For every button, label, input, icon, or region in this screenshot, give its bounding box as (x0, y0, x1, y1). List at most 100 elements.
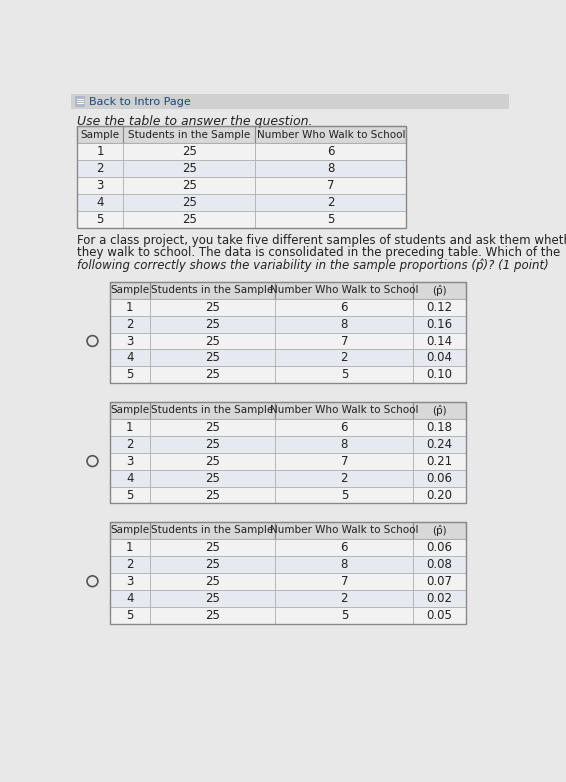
Text: 2: 2 (126, 558, 134, 571)
Text: 0.18: 0.18 (427, 421, 453, 434)
Text: 8: 8 (341, 438, 348, 450)
Text: 25: 25 (205, 351, 220, 364)
Bar (275, 350, 413, 367)
Text: 5: 5 (327, 213, 335, 226)
Bar (150, 453, 275, 470)
Bar (275, 299, 413, 316)
Bar (75, 96, 85, 107)
Bar (123, 143, 255, 160)
Bar (275, 367, 413, 383)
Text: 2: 2 (327, 196, 335, 209)
Text: 0.05: 0.05 (427, 608, 453, 622)
Bar (275, 470, 413, 486)
Text: 0.08: 0.08 (427, 558, 453, 571)
Text: 1: 1 (126, 421, 134, 434)
Bar (275, 486, 413, 504)
Bar (150, 470, 275, 486)
Text: 25: 25 (205, 421, 220, 434)
Text: Back to Intro Page: Back to Intro Page (89, 96, 191, 106)
Text: 4: 4 (96, 196, 104, 209)
Bar (77, 177, 123, 194)
Bar (150, 522, 275, 539)
Bar (150, 539, 275, 556)
Bar (413, 486, 466, 504)
Text: 0.06: 0.06 (427, 472, 453, 485)
Text: 2: 2 (126, 438, 134, 450)
Bar (413, 367, 466, 383)
Text: 2: 2 (96, 162, 104, 175)
Text: 3: 3 (126, 335, 134, 347)
Bar (413, 299, 466, 316)
Bar (150, 332, 275, 350)
Text: 25: 25 (205, 575, 220, 588)
Text: 2: 2 (341, 472, 348, 485)
Bar (275, 522, 413, 539)
Text: 25: 25 (182, 196, 197, 209)
Bar (413, 402, 466, 419)
Bar (275, 590, 413, 607)
Bar (123, 194, 255, 211)
Bar (109, 332, 150, 350)
Text: Students in the Sample: Students in the Sample (152, 285, 274, 295)
Text: Students in the Sample: Students in the Sample (128, 130, 250, 140)
Bar (275, 572, 413, 590)
Bar (413, 436, 466, 453)
Text: 25: 25 (205, 608, 220, 622)
Text: 0.06: 0.06 (427, 541, 453, 554)
Text: 2: 2 (126, 317, 134, 331)
Bar (150, 316, 275, 332)
Text: 25: 25 (205, 438, 220, 450)
Text: 1: 1 (126, 541, 134, 554)
Text: 0.24: 0.24 (427, 438, 453, 450)
Bar (150, 367, 275, 383)
Text: 1: 1 (96, 145, 104, 158)
Text: 8: 8 (341, 558, 348, 571)
Text: 4: 4 (126, 351, 134, 364)
Bar (150, 350, 275, 367)
Text: 6: 6 (341, 421, 348, 434)
Text: Sample: Sample (80, 130, 120, 140)
Text: Sample: Sample (110, 285, 149, 295)
Text: 3: 3 (126, 575, 134, 588)
Text: Sample: Sample (110, 405, 149, 415)
Text: following correctly shows the variability in the sample proportions (p̂)? (1 poi: following correctly shows the variabilit… (77, 259, 548, 272)
Text: 25: 25 (205, 489, 220, 501)
Text: 0.04: 0.04 (427, 351, 453, 364)
Text: 6: 6 (341, 300, 348, 314)
Bar (150, 607, 275, 623)
Bar (150, 436, 275, 453)
Bar (109, 402, 150, 419)
Bar (109, 590, 150, 607)
Text: 25: 25 (182, 145, 197, 158)
Bar (255, 143, 406, 160)
Bar (413, 590, 466, 607)
Text: 3: 3 (97, 179, 104, 192)
Bar (275, 607, 413, 623)
Text: 6: 6 (327, 145, 335, 158)
Bar (77, 126, 123, 143)
Bar (109, 522, 150, 539)
Text: 7: 7 (341, 575, 348, 588)
Text: 5: 5 (341, 368, 348, 382)
Text: (p̂): (p̂) (432, 405, 447, 416)
Bar (413, 282, 466, 299)
Bar (275, 419, 413, 436)
Text: 25: 25 (205, 335, 220, 347)
Text: 5: 5 (341, 608, 348, 622)
Text: 3: 3 (126, 454, 134, 468)
Bar (413, 350, 466, 367)
Text: ≡: ≡ (75, 96, 85, 106)
Text: 6: 6 (341, 541, 348, 554)
Text: 7: 7 (341, 335, 348, 347)
Bar (275, 556, 413, 572)
Bar (275, 402, 413, 419)
Text: Number Who Walk to School: Number Who Walk to School (270, 405, 419, 415)
Bar (109, 522, 466, 623)
Bar (275, 539, 413, 556)
Bar (255, 177, 406, 194)
Bar (150, 572, 275, 590)
Text: Use the table to answer the question.: Use the table to answer the question. (77, 116, 312, 128)
Text: 0.10: 0.10 (427, 368, 453, 382)
Bar (123, 177, 255, 194)
Text: 0.14: 0.14 (427, 335, 453, 347)
